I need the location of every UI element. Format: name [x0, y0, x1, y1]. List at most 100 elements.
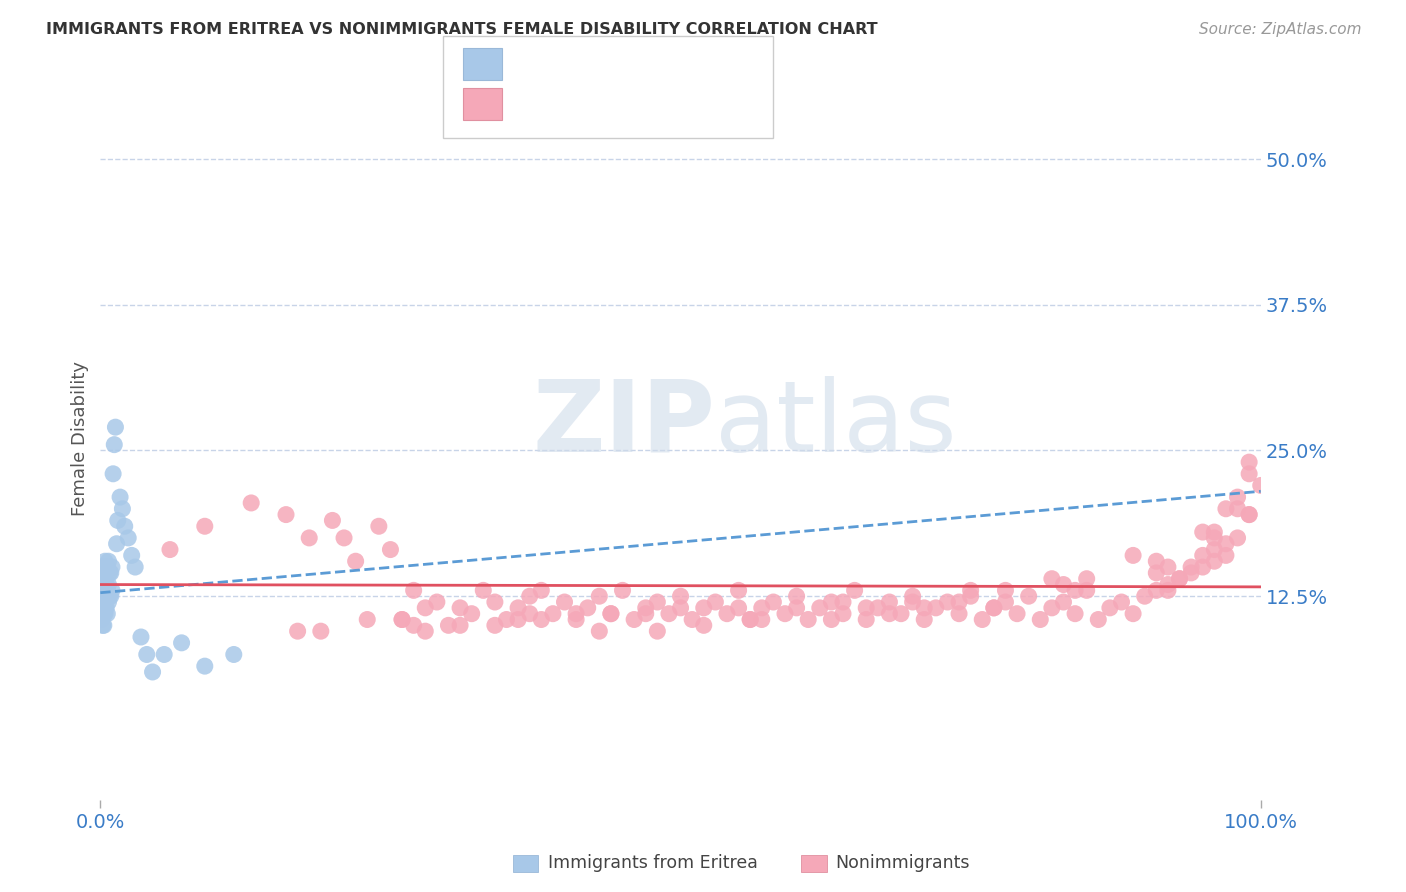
Point — [576, 600, 599, 615]
Point — [100, 589, 122, 603]
Point — [1191, 549, 1213, 563]
Point — [786, 589, 808, 603]
Point — [93, 607, 115, 621]
Point — [832, 595, 855, 609]
Point — [530, 583, 553, 598]
Point — [91, 560, 114, 574]
Point — [820, 595, 842, 609]
Point — [159, 542, 181, 557]
Point — [740, 613, 762, 627]
Point — [367, 519, 389, 533]
Point — [117, 531, 139, 545]
Point — [1226, 501, 1249, 516]
Point — [91, 607, 114, 621]
Point — [93, 572, 115, 586]
Point — [90, 577, 112, 591]
Point — [519, 589, 541, 603]
Point — [1191, 560, 1213, 574]
Point — [1052, 577, 1074, 591]
Text: N =: N = — [643, 95, 702, 114]
Point — [402, 583, 425, 598]
Point — [1180, 566, 1202, 580]
Point — [751, 600, 773, 615]
Point — [727, 583, 749, 598]
Point — [91, 583, 114, 598]
Point — [959, 583, 981, 598]
Point — [94, 595, 117, 609]
Point — [1168, 572, 1191, 586]
Point — [97, 577, 120, 591]
Point — [948, 607, 970, 621]
Point — [1133, 589, 1156, 603]
Point — [484, 595, 506, 609]
Point — [669, 589, 692, 603]
Point — [96, 577, 118, 591]
Point — [983, 600, 1005, 615]
Point — [170, 636, 193, 650]
Point — [402, 618, 425, 632]
Point — [762, 595, 785, 609]
Point — [1204, 554, 1226, 568]
Point — [820, 613, 842, 627]
Point — [413, 624, 436, 639]
Point — [142, 665, 165, 679]
Point — [89, 572, 111, 586]
Text: Source: ZipAtlas.com: Source: ZipAtlas.com — [1198, 22, 1361, 37]
Point — [879, 607, 901, 621]
Point — [647, 595, 669, 609]
Point — [104, 420, 127, 434]
Point — [460, 607, 482, 621]
Point — [600, 607, 623, 621]
Point — [96, 600, 118, 615]
Point — [96, 589, 118, 603]
Point — [1076, 583, 1098, 598]
Point — [91, 595, 114, 609]
Text: atlas: atlas — [716, 376, 957, 473]
Point — [129, 630, 152, 644]
Point — [1226, 490, 1249, 504]
Point — [936, 595, 959, 609]
Point — [94, 607, 117, 621]
Point — [1144, 554, 1167, 568]
Point — [124, 560, 146, 574]
Point — [1204, 542, 1226, 557]
Point — [1204, 531, 1226, 545]
Point — [274, 508, 297, 522]
Point — [1237, 467, 1260, 481]
Point — [91, 618, 114, 632]
Point — [1237, 508, 1260, 522]
Point — [1122, 607, 1144, 621]
Point — [111, 501, 134, 516]
Point — [98, 566, 121, 580]
Point — [855, 600, 877, 615]
Point — [90, 600, 112, 615]
Point — [89, 600, 111, 615]
Point — [1064, 607, 1087, 621]
Point — [959, 589, 981, 603]
Point — [1122, 549, 1144, 563]
Point — [612, 583, 634, 598]
Point — [1250, 478, 1272, 492]
Point — [797, 613, 820, 627]
Point — [1098, 600, 1121, 615]
Point — [600, 607, 623, 621]
Point — [1157, 577, 1180, 591]
Point — [495, 613, 517, 627]
Point — [1226, 531, 1249, 545]
Point — [912, 600, 935, 615]
Point — [240, 496, 263, 510]
Point — [391, 613, 413, 627]
Point — [890, 607, 912, 621]
Point — [1144, 566, 1167, 580]
Point — [832, 607, 855, 621]
Point — [391, 613, 413, 627]
Point — [773, 607, 796, 621]
Text: 65: 65 — [679, 54, 709, 74]
Point — [912, 613, 935, 627]
Point — [1180, 560, 1202, 574]
Point — [90, 583, 112, 598]
Point — [309, 624, 332, 639]
Point — [1215, 501, 1237, 516]
Point — [1157, 560, 1180, 574]
Point — [948, 595, 970, 609]
